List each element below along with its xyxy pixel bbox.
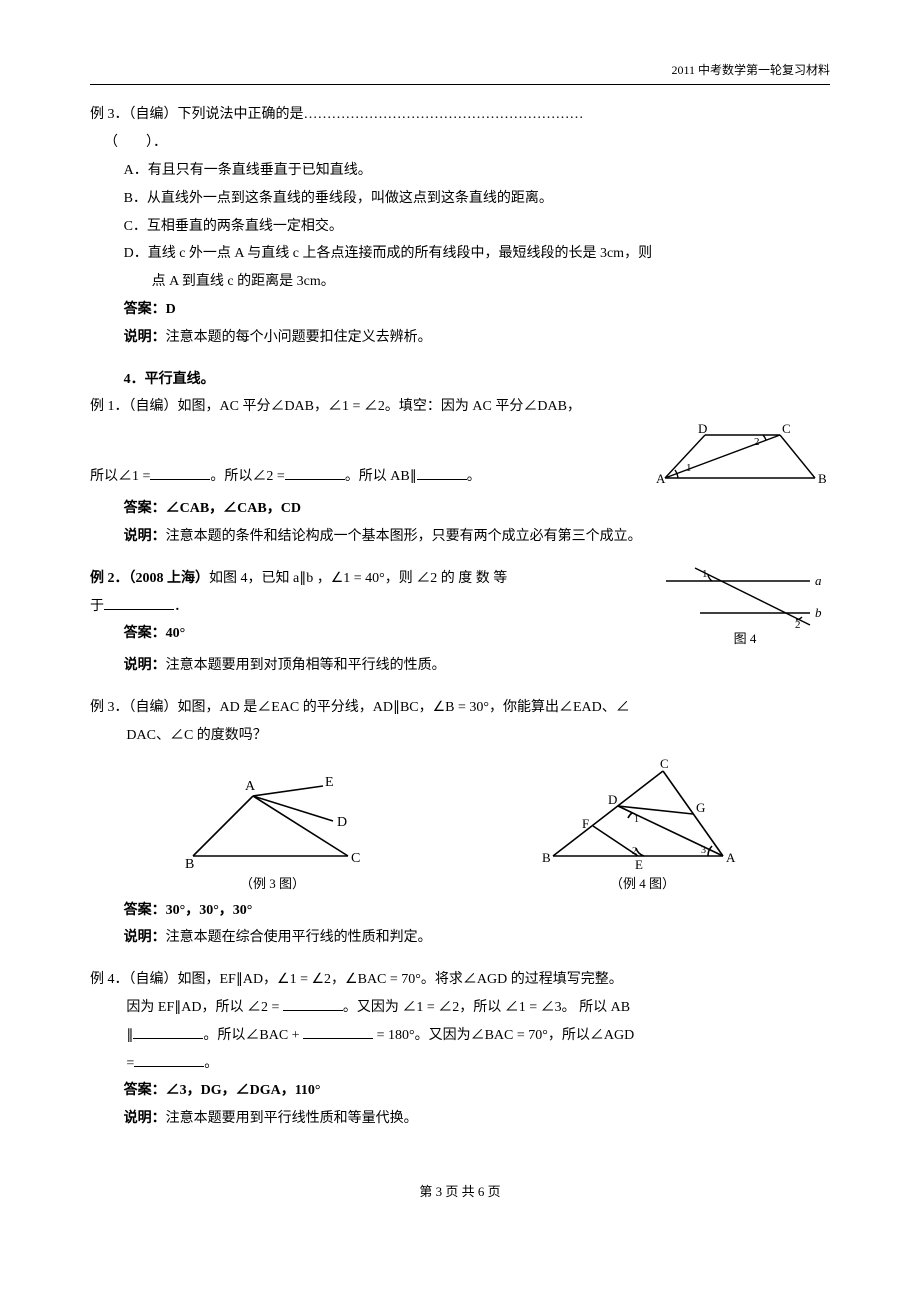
p2-note: 说明：注意本题要用到对顶角相等和平行线的性质。 bbox=[90, 654, 830, 678]
p4-note-text: 注意本题要用到平行线性质和等量代换。 bbox=[166, 1111, 418, 1126]
p3-answer: 答案：30°，30°，30° bbox=[90, 899, 830, 923]
fig3-caption: （例 3 图） bbox=[173, 873, 373, 895]
lbl-2: 2 bbox=[754, 436, 760, 448]
lbl-C: C bbox=[660, 756, 669, 771]
ex3-optB: B．从直线外一点到这条直线的垂线段，叫做这点到这条直线的距离。 bbox=[90, 187, 830, 211]
blank bbox=[303, 1024, 373, 1039]
p4-l3b: 。所以∠BAC + bbox=[203, 1028, 303, 1043]
p3-note: 说明：注意本题在综合使用平行线的性质和判定。 bbox=[90, 926, 830, 950]
lbl-D: D bbox=[608, 792, 617, 807]
p3-note-text: 注意本题在综合使用平行线的性质和判定。 bbox=[166, 930, 432, 945]
ex3-optD-l1: D．直线 c 外一点 A 与直线 c 上各点连接而成的所有线段中，最短线段的长是… bbox=[90, 242, 830, 266]
lbl-1: 1 bbox=[702, 568, 708, 580]
lbl-A: A bbox=[656, 471, 666, 486]
p4-l3c: = 180°。又因为∠BAC = 70°，所以∠AGD bbox=[373, 1028, 634, 1043]
header-rule bbox=[90, 84, 830, 85]
p3-note-label: 说明： bbox=[124, 930, 166, 945]
p4-stem: 例 4．（自编）如图，EF∥AD，∠1 = ∠2，∠BAC = 70°。将求∠A… bbox=[90, 968, 830, 992]
p2-l2b: ． bbox=[174, 599, 188, 614]
ex3-optA: A．有且只有一条直线垂直于已知直线。 bbox=[90, 159, 830, 183]
ex3-optC: C．互相垂直的两条直线一定相交。 bbox=[90, 215, 830, 239]
ex3-optD-l2: 点 A 到直线 c 的距离是 3cm。 bbox=[90, 270, 830, 294]
blank bbox=[285, 465, 345, 480]
p1-note: 说明：注意本题的条件和结论构成一个基本图形，只要有两个成立必有第三个成立。 bbox=[90, 525, 830, 549]
p2-stem-line1: 例 2．（2008 上海）如图 4，已知 a∥b ，∠1 = 40°，则 ∠2 … bbox=[90, 567, 650, 591]
lbl-1: 1 bbox=[634, 814, 639, 825]
p4-answer: 答案：∠3，DG，∠DGA，110° bbox=[90, 1079, 830, 1103]
p4-note: 说明：注意本题要用到平行线性质和等量代换。 bbox=[90, 1107, 830, 1131]
p1-f1d: 。 bbox=[467, 469, 481, 484]
blank bbox=[133, 1024, 203, 1039]
p1-f1a: 所以∠1 = bbox=[90, 469, 150, 484]
page-header: 2011 中考数学第一轮复习材料 bbox=[90, 60, 830, 80]
lbl-E: E bbox=[635, 857, 643, 871]
fig4-caption: 图 4 bbox=[734, 631, 757, 646]
p3-figure-left: A B C D E （例 3 图） bbox=[173, 756, 373, 895]
lbl-F: F bbox=[582, 816, 589, 831]
lbl-E: E bbox=[325, 775, 334, 790]
p4-line2: 因为 EF∥AD，所以 ∠2 = 。又因为 ∠1 = ∠2，所以 ∠1 = ∠3… bbox=[90, 996, 830, 1020]
p1-fill-line: 所以∠1 = 。所以∠2 = 。所以 AB∥ 。 bbox=[90, 465, 640, 489]
p4-l4a: = bbox=[126, 1056, 134, 1071]
p2-l2a: 于 bbox=[90, 599, 104, 614]
blank bbox=[134, 1052, 204, 1067]
p4-line4: =。 bbox=[90, 1052, 830, 1076]
p4-l2b: 。又因为 ∠1 = ∠2，所以 ∠1 = ∠3。 所以 AB bbox=[343, 1000, 630, 1015]
lbl-b: b bbox=[815, 605, 822, 620]
ex3-paren: （ ）． bbox=[90, 131, 830, 155]
ex3-note-text: 注意本题的每个小问题要扣住定义去辨析。 bbox=[166, 330, 432, 345]
p1-note-text: 注意本题的条件和结论构成一个基本图形，只要有两个成立必有第三个成立。 bbox=[166, 529, 642, 544]
p4-l4b: 。 bbox=[204, 1056, 218, 1071]
lbl-2: 2 bbox=[632, 846, 637, 857]
p3-figure-right: A B C D E F G 1 2 3 （例 4 图） bbox=[538, 756, 748, 895]
section4-title: 4．平行直线。 bbox=[90, 368, 830, 392]
blank bbox=[283, 996, 343, 1011]
p3-stem-l1: 例 3．（自编）如图，AD 是∠EAC 的平分线，AD∥BC，∠B = 30°，… bbox=[90, 696, 830, 720]
lbl-B: B bbox=[818, 471, 827, 486]
p2-note-label: 说明： bbox=[124, 658, 166, 673]
p2-stem-b: 如图 4，已知 a∥b ，∠1 = 40°，则 ∠2 的 度 数 等 bbox=[209, 571, 507, 586]
p4-l3a: ∥ bbox=[126, 1028, 133, 1043]
lbl-B: B bbox=[542, 850, 551, 865]
p2-figure: a b 1 2 图 4 bbox=[660, 563, 830, 648]
blank bbox=[104, 595, 174, 610]
p1-f1b: 。所以∠2 = bbox=[210, 469, 284, 484]
p2-stem-line2: 于． bbox=[90, 595, 650, 619]
lbl-3: 3 bbox=[701, 845, 706, 856]
lbl-C: C bbox=[782, 423, 791, 436]
lbl-A: A bbox=[245, 779, 256, 794]
p4-note-label: 说明： bbox=[124, 1111, 166, 1126]
lbl-a: a bbox=[815, 573, 822, 588]
lbl-A: A bbox=[726, 850, 736, 865]
lbl-B: B bbox=[185, 857, 194, 871]
lbl-D: D bbox=[337, 815, 347, 830]
p2-note-text: 注意本题要用到对顶角相等和平行线的性质。 bbox=[166, 658, 446, 673]
p4-line3: ∥ 。所以∠BAC + = 180°。又因为∠BAC = 70°，所以∠AGD bbox=[90, 1024, 830, 1048]
page-footer: 第 3 页 共 6 页 bbox=[90, 1181, 830, 1203]
p1-f1c: 。所以 AB∥ bbox=[345, 469, 417, 484]
ex3-note-label: 说明： bbox=[124, 330, 166, 345]
blank bbox=[150, 465, 210, 480]
lbl-D: D bbox=[698, 423, 707, 436]
lbl-C: C bbox=[351, 851, 360, 866]
p2-answer: 答案：40° bbox=[90, 622, 650, 646]
p4-l2a: 因为 EF∥AD，所以 ∠2 = bbox=[126, 1000, 282, 1015]
ex3-answer: 答案：D bbox=[90, 298, 830, 322]
p1-stem: 例 1．（自编）如图，AC 平分∠DAB，∠1 = ∠2。填空：因为 AC 平分… bbox=[90, 395, 830, 419]
p3-stem-l2: DAC、∠C 的度数吗？ bbox=[90, 724, 830, 748]
ex3-stem: 例 3．（自编）下列说法中正确的是…………………………………………………… bbox=[90, 103, 830, 127]
lbl-1: 1 bbox=[686, 462, 692, 474]
p1-note-label: 说明： bbox=[124, 529, 166, 544]
p1-answer: 答案：∠CAB，∠CAB，CD bbox=[90, 497, 830, 521]
p2-stem-a: 例 2．（2008 上海） bbox=[90, 571, 209, 586]
lbl-G: G bbox=[696, 800, 705, 815]
lbl-2: 2 bbox=[795, 619, 801, 631]
fig4b-caption: （例 4 图） bbox=[538, 873, 748, 895]
ex3-note: 说明：注意本题的每个小问题要扣住定义去辨析。 bbox=[90, 326, 830, 350]
blank bbox=[417, 465, 467, 480]
p1-figure: A B C D 1 2 bbox=[650, 423, 830, 493]
